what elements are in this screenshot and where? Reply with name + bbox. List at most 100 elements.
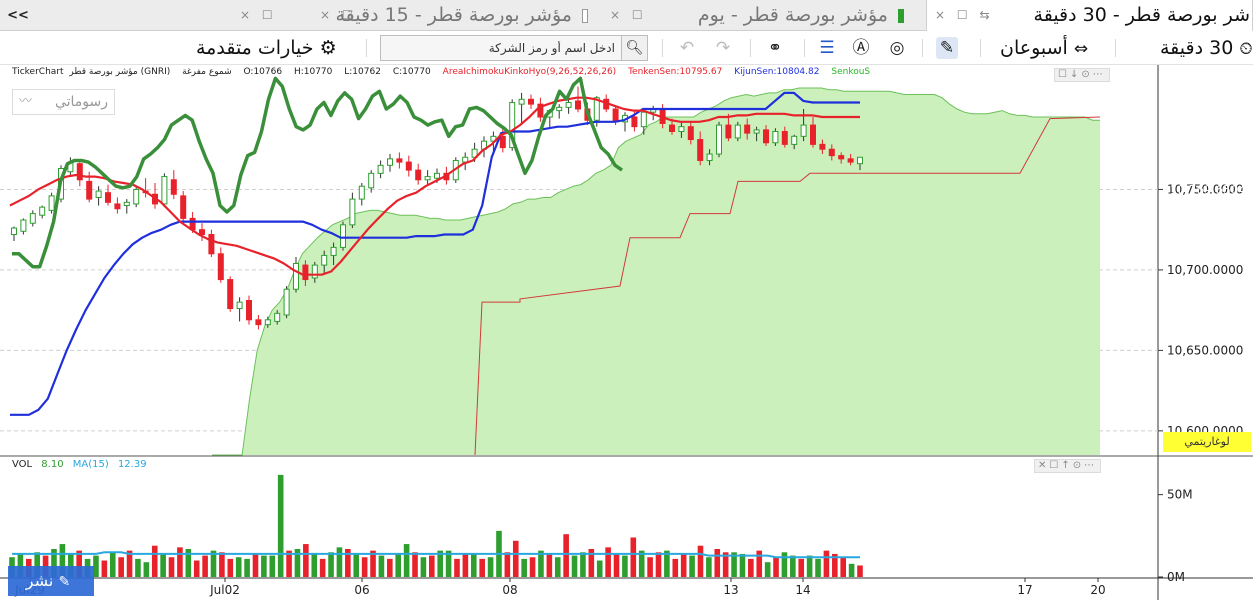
- volume-bar: [739, 553, 746, 577]
- candle-body: [669, 124, 675, 133]
- candle-body: [631, 116, 638, 128]
- company-search-input[interactable]: [381, 36, 621, 60]
- volume-ma-label: MA(15): [72, 459, 109, 470]
- undo-icon[interactable]: ↶: [679, 38, 695, 58]
- advanced-options-label: خيارات متقدمة: [196, 37, 314, 59]
- candle-body: [575, 100, 581, 110]
- volume-bar: [252, 553, 259, 577]
- candle-body: [302, 264, 309, 281]
- tab-qe-index-15min[interactable]: × ☐ مؤشر بورصة قطر - 15 دقيقة: [320, 0, 598, 31]
- tab-status-indicator: [898, 9, 904, 23]
- candle-body: [763, 129, 769, 144]
- candle-body: [283, 288, 290, 316]
- candle-body: [170, 179, 177, 195]
- volume-bar: [387, 558, 393, 577]
- volume-bar: [429, 555, 435, 577]
- price-tag-kijun: 10,804.8199: [1169, 107, 1247, 121]
- tab-controls[interactable]: × ☐: [320, 8, 357, 22]
- draw-tool-icon[interactable]: ✎: [936, 37, 958, 59]
- candle-body: [11, 227, 17, 236]
- volume-tick-label: 50M: [1167, 488, 1193, 502]
- range-label: أسبوعان: [1000, 37, 1068, 59]
- volume-bar: [832, 553, 838, 577]
- range-selector[interactable]: ⇔ أسبوعان: [1000, 31, 1088, 65]
- candle-body: [387, 158, 393, 166]
- volume-bar: [714, 549, 721, 577]
- volume-bar: [151, 545, 158, 577]
- candle-body: [791, 135, 798, 145]
- candle-body: [377, 164, 384, 174]
- volume-bar: [521, 558, 527, 577]
- price-tag-upper: 10,808.8155: [1169, 82, 1247, 96]
- toolbar-divider: [366, 39, 367, 57]
- candle-body: [246, 299, 252, 321]
- volume-bar: [311, 553, 318, 577]
- price-tag-chikou: 10,769.6504: [1169, 183, 1247, 197]
- indicator-icon[interactable]: ◎: [889, 38, 905, 58]
- drawing-wave-icon: 〰: [19, 94, 33, 109]
- volume-bar: [126, 550, 133, 577]
- lines-icon[interactable]: ☰: [819, 38, 835, 58]
- tab-controls[interactable]: × ☐: [240, 8, 277, 22]
- candle-body: [123, 201, 130, 207]
- volume-bar: [664, 550, 670, 577]
- pencil-icon: ✎: [58, 574, 71, 590]
- volume-bar: [538, 550, 544, 577]
- tenkan-value: TenkenSen:10795.67: [628, 67, 723, 77]
- volume-bar: [261, 555, 267, 577]
- share-button[interactable]: ✎ نشر: [8, 566, 94, 596]
- volume-bar: [328, 552, 334, 577]
- volume-bar: [235, 557, 242, 577]
- volume-panel-controls[interactable]: ✕☐↑⊙⋯: [1034, 459, 1102, 473]
- candle-body: [678, 126, 685, 133]
- volume-bar: [361, 557, 368, 577]
- volume-bar: [806, 555, 813, 577]
- candle-body: [716, 124, 722, 155]
- candle-body: [838, 155, 845, 160]
- period-selector[interactable]: ⏲ 30 دقيقة: [1160, 31, 1253, 65]
- volume-bar: [336, 547, 343, 577]
- candle-body: [199, 229, 205, 236]
- volume-bar: [857, 565, 863, 577]
- alert-circle-icon[interactable]: Ⓐ: [852, 38, 870, 58]
- chart-canvas[interactable]: 10,750.000010,700.000010,650.000010,600.…: [0, 65, 1253, 600]
- candle-body: [105, 192, 111, 203]
- binoculars-icon[interactable]: ⚭: [767, 38, 783, 58]
- my-drawings-button[interactable]: 〰 رسوماتي: [12, 89, 115, 115]
- tab-controls[interactable]: × ☐: [610, 8, 647, 22]
- log-scale-button[interactable]: لوغاريتمي: [1163, 432, 1251, 452]
- candle-body: [86, 180, 93, 200]
- volume-bar: [731, 552, 737, 577]
- price-tag-senkou: 10,800.2473: [1169, 132, 1247, 146]
- candle-body: [255, 319, 262, 326]
- price-tick-label: 10,700.0000: [1167, 263, 1243, 277]
- candle-body: [161, 176, 168, 205]
- tabs-collapse-button[interactable]: <<: [7, 8, 29, 23]
- chikou-line: [12, 76, 623, 269]
- tab-label: مؤشر بورصة قطر - يوم: [697, 4, 888, 26]
- toolbar-divider: [922, 39, 923, 57]
- chart-source: TickerChart: [12, 67, 64, 77]
- volume-bar: [101, 560, 108, 577]
- time-tick-label: 17: [1017, 583, 1032, 597]
- candle-body: [236, 301, 243, 310]
- advanced-options-button[interactable]: ⚙ خيارات متقدمة: [196, 31, 337, 65]
- tab-qe-index-daily[interactable]: × ☐ مؤشر بورصة قطر - يوم: [610, 0, 914, 31]
- volume-bar: [219, 552, 225, 577]
- volume-bar: [605, 547, 611, 577]
- volume-bar: [504, 552, 511, 577]
- search-icon[interactable]: 🔍︎: [621, 36, 647, 60]
- tab-qe-index-30min[interactable]: × ☐ ⇆ شر بورصة قطر - 30 دقيقة: [926, 0, 1253, 31]
- volume-bar: [554, 557, 561, 577]
- time-tick-label: Jul02: [209, 583, 240, 597]
- price-panel-controls[interactable]: ☐↓⊙⋯: [1054, 68, 1110, 82]
- candle-body: [810, 124, 816, 145]
- volume-bar: [244, 558, 250, 577]
- volume-bar: [848, 563, 855, 577]
- tab-empty[interactable]: × ☐: [232, 0, 440, 31]
- chart-style: شموع مفرغة: [182, 67, 232, 77]
- volume-bar: [790, 555, 796, 577]
- redo-icon[interactable]: ↷: [715, 38, 731, 58]
- candle-body: [593, 97, 600, 121]
- tab-controls[interactable]: × ☐ ⇆: [935, 8, 994, 22]
